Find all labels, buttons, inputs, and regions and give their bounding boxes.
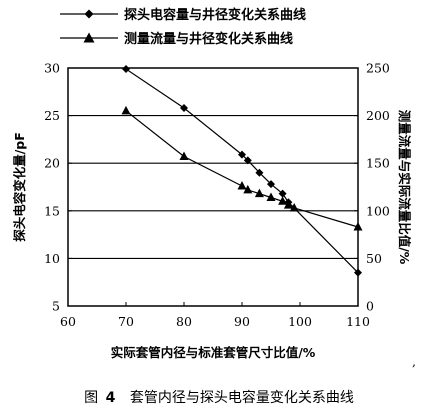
y-right-tick-label: 200 <box>366 108 390 123</box>
series-1 <box>122 64 362 277</box>
triangle-point <box>353 221 363 231</box>
diamond-point <box>267 180 275 189</box>
legend-label-capacitance: 探头电容量与井径变化关系曲线 <box>124 7 306 23</box>
triangle-point <box>254 188 264 198</box>
legend-diamond-marker <box>84 9 94 19</box>
y-axis-left-title: 探头电容变化量/pF <box>12 132 27 242</box>
legend-item-flow: 测量流量与井径变化关系曲线 <box>60 31 293 47</box>
legend: 探头电容量与井径变化关系曲线 测量流量与井径变化关系曲线 <box>60 7 306 47</box>
legend-triangle-marker <box>83 32 95 43</box>
x-tick-label: 100 <box>288 314 312 329</box>
triangle-point <box>121 105 131 115</box>
diamond-point <box>255 168 264 177</box>
diamond-point <box>180 103 188 112</box>
x-tick-label: 60 <box>60 314 76 329</box>
x-tick-label: 110 <box>346 314 370 329</box>
series-line <box>125 110 359 228</box>
caption-number: 4 <box>106 390 116 406</box>
diamond-point <box>122 64 130 73</box>
y-left-tick-label: 5 <box>52 299 60 314</box>
diamond-point <box>278 189 287 198</box>
y-left-tick-label: 20 <box>44 156 60 171</box>
x-tick-label: 80 <box>176 314 192 329</box>
y-axis-right-ticks: 0 50 100 150 200 250 <box>354 61 390 314</box>
stray-comma: , <box>412 354 416 369</box>
series-line <box>125 68 359 274</box>
triangle-point <box>278 196 288 205</box>
x-axis-ticks: 60 70 80 90 100 110 <box>60 302 370 329</box>
y-left-tick-label: 15 <box>44 203 60 218</box>
y-right-tick-label: 150 <box>366 156 390 171</box>
diamond-point <box>354 268 362 277</box>
diamond-point <box>243 156 252 165</box>
triangle-point <box>243 184 253 194</box>
y-left-tick-label: 30 <box>44 61 60 76</box>
y-right-tick-label: 50 <box>366 251 382 266</box>
figure-caption: 图 4 套管内径与探头电容量变化关系曲线 <box>84 389 354 406</box>
y-left-tick-label: 10 <box>44 251 60 266</box>
x-tick-label: 70 <box>118 314 134 329</box>
y-left-tick-label: 25 <box>44 108 60 123</box>
y-right-tick-label: 0 <box>366 299 374 314</box>
series-layer <box>121 64 363 277</box>
triangle-point <box>283 200 293 209</box>
y-right-tick-label: 100 <box>366 203 390 218</box>
plot-frame <box>67 67 359 307</box>
y-axis-left-ticks: 5 10 15 20 25 30 <box>44 61 72 314</box>
diamond-point <box>238 150 246 159</box>
caption-text: 套管内径与探头电容量变化关系曲线 <box>130 389 354 406</box>
legend-item-capacitance: 探头电容量与井径变化关系曲线 <box>60 7 306 23</box>
y-axis-right-title: 测量流量与实际流量比值/% <box>397 110 412 265</box>
grid <box>68 115 358 259</box>
svg-text:图 4 套管内径与探头电容量变化关系: 图 4 套管内径与探头电容量变化关系曲线 <box>84 389 354 406</box>
y-right-tick-label: 250 <box>366 61 390 76</box>
x-axis-title: 实际套管内径与标准套管尺寸比值/% <box>111 345 316 360</box>
triangle-point <box>266 192 276 201</box>
series-2 <box>121 105 363 231</box>
triangle-point <box>179 151 189 161</box>
caption-prefix: 图 <box>84 390 98 406</box>
triangle-point <box>237 181 247 190</box>
legend-label-flow: 测量流量与井径变化关系曲线 <box>124 31 293 47</box>
triangle-point <box>289 202 299 212</box>
x-tick-label: 90 <box>234 314 250 329</box>
